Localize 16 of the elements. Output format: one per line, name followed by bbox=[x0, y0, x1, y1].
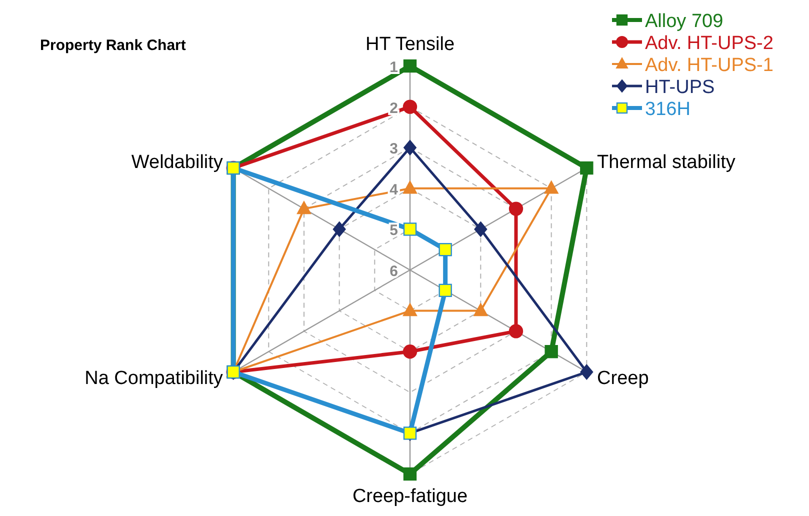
spoke-label: Na Compatibility bbox=[84, 368, 224, 389]
spoke-label: HT Tensile bbox=[365, 34, 455, 55]
legend-label: HT-UPS bbox=[645, 77, 715, 98]
legend-label: Adv. HT-UPS-1 bbox=[645, 55, 774, 76]
spoke-label: Thermal stability bbox=[597, 152, 736, 173]
y-tick-label: 6 bbox=[390, 263, 398, 280]
spoke-label: Creep-fatigue bbox=[352, 486, 468, 507]
y-tick-label: 5 bbox=[390, 222, 398, 240]
legend-label: Adv. HT-UPS-2 bbox=[645, 33, 774, 54]
y-tick-label: 1 bbox=[390, 59, 398, 76]
legend-label: Alloy 709 bbox=[645, 11, 724, 32]
legend-label: 316H bbox=[645, 99, 690, 120]
spoke-label: Weldability bbox=[131, 152, 224, 173]
text: Property Rank Chart bbox=[40, 37, 186, 54]
spoke-label: Creep bbox=[597, 368, 649, 389]
y-tick-label: 3 bbox=[390, 140, 398, 158]
